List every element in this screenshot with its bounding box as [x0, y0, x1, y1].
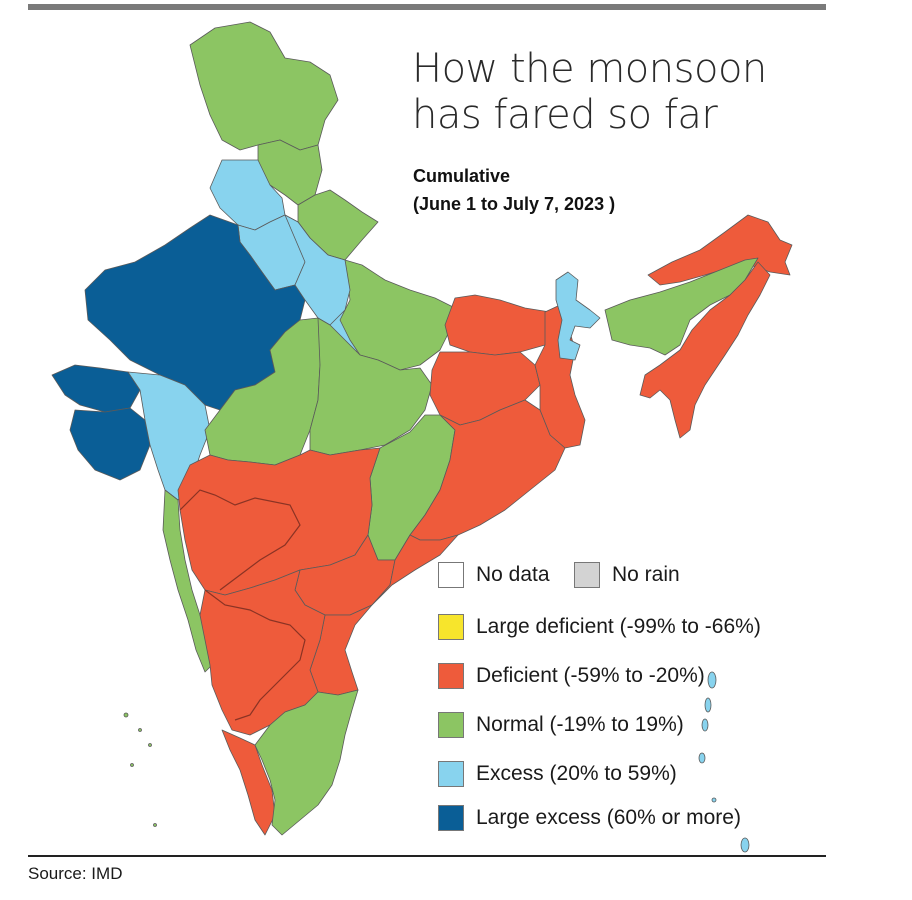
legend-label: Normal (-19% to 19%)	[476, 713, 684, 736]
region-arunachal	[647, 214, 793, 286]
legend-label: Large excess (60% or more)	[476, 806, 741, 829]
title-line-1: How the monsoon	[412, 46, 767, 92]
region-tamil-nadu	[254, 689, 359, 836]
chart-title: How the monsoon has fared so far	[412, 46, 767, 138]
legend-item-normal: Normal (-19% to 19%)	[438, 712, 684, 738]
subtitle-line-2: (June 1 to July 7, 2023 )	[413, 194, 616, 214]
subtitle-line-1: Cumulative	[413, 166, 511, 186]
legend-swatch-deficient	[438, 663, 464, 689]
top-rule	[28, 4, 826, 10]
region-kerala	[221, 729, 276, 836]
region-jammu-kashmir	[189, 21, 339, 151]
bottom-rule	[28, 855, 826, 857]
legend-item-no-rain: No rain	[574, 562, 680, 588]
legend-label: Deficient (-59% to -20%)	[476, 664, 705, 687]
region-gujarat-kutch	[51, 364, 141, 413]
region-andhra	[309, 534, 459, 696]
legend-item-excess: Excess (20% to 59%)	[438, 761, 677, 787]
legend-item-no-data: No data	[438, 562, 550, 588]
legend-item-large-deficient: Large deficient (-99% to -66%)	[438, 614, 761, 640]
legend-label: Large deficient (-99% to -66%)	[476, 615, 761, 638]
legend-swatch-excess	[438, 761, 464, 787]
source-note: Source: IMD	[28, 864, 123, 883]
title-line-2: has fared so far	[412, 92, 718, 138]
region-sikkim-excess	[555, 271, 601, 361]
legend-swatch-large-deficient	[438, 614, 464, 640]
legend-item-deficient: Deficient (-59% to -20%)	[438, 663, 705, 689]
region-bihar	[444, 294, 561, 356]
legend-swatch-no-data	[438, 562, 464, 588]
legend-swatch-large-excess	[438, 805, 464, 831]
region-up-west-core	[284, 214, 351, 326]
island-chains	[123, 671, 750, 853]
region-up-east	[339, 259, 456, 371]
legend-label: Excess (20% to 59%)	[476, 762, 677, 785]
legend-label: No data	[476, 563, 550, 586]
legend-item-large-excess: Large excess (60% or more)	[438, 805, 741, 831]
chart-subtitle: Cumulative (June 1 to July 7, 2023 )	[413, 162, 615, 218]
legend-swatch-normal	[438, 712, 464, 738]
region-gujarat-saurashtra	[69, 407, 151, 481]
region-mp-east	[309, 317, 433, 456]
legend-swatch-no-rain	[574, 562, 600, 588]
subdivision-outline	[179, 489, 306, 721]
legend-label: No rain	[612, 563, 680, 586]
region-odisha	[409, 399, 566, 541]
region-ne-south	[639, 261, 771, 439]
